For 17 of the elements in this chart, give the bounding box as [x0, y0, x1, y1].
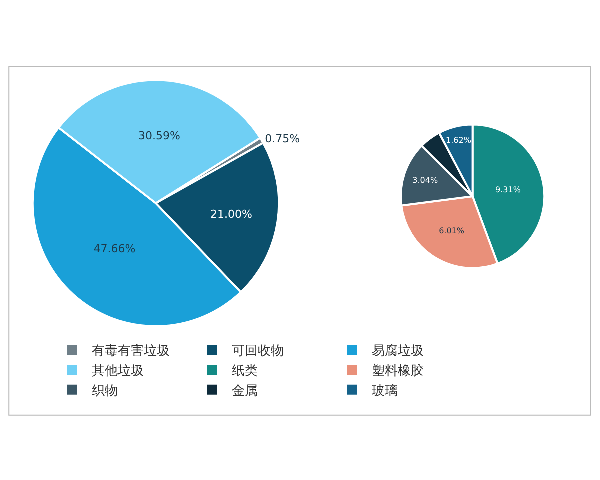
- legend-label: 织物: [92, 384, 118, 399]
- legend-label: 玻璃: [372, 384, 398, 399]
- data-label: 1.62%: [446, 136, 472, 145]
- legend-label: 易腐垃圾: [372, 344, 424, 360]
- data-label: 21.00%: [210, 208, 252, 222]
- legend-label: 其他垃圾: [92, 364, 144, 380]
- data-label: 30.59%: [138, 129, 180, 142]
- legend-label: 金属: [232, 384, 258, 399]
- legend-label: 纸类: [232, 364, 258, 380]
- legend-label: 可回收物: [232, 344, 284, 360]
- data-label: 47.66%: [94, 242, 136, 256]
- legend-label: 有毒有害垃圾: [92, 343, 170, 360]
- data-label: 0.75%: [265, 132, 300, 146]
- data-label: 9.31%: [496, 186, 522, 195]
- data-label: 3.04%: [412, 176, 438, 186]
- data-label: 6.01%: [439, 226, 465, 236]
- legend-label: 塑料橡胶: [372, 363, 424, 380]
